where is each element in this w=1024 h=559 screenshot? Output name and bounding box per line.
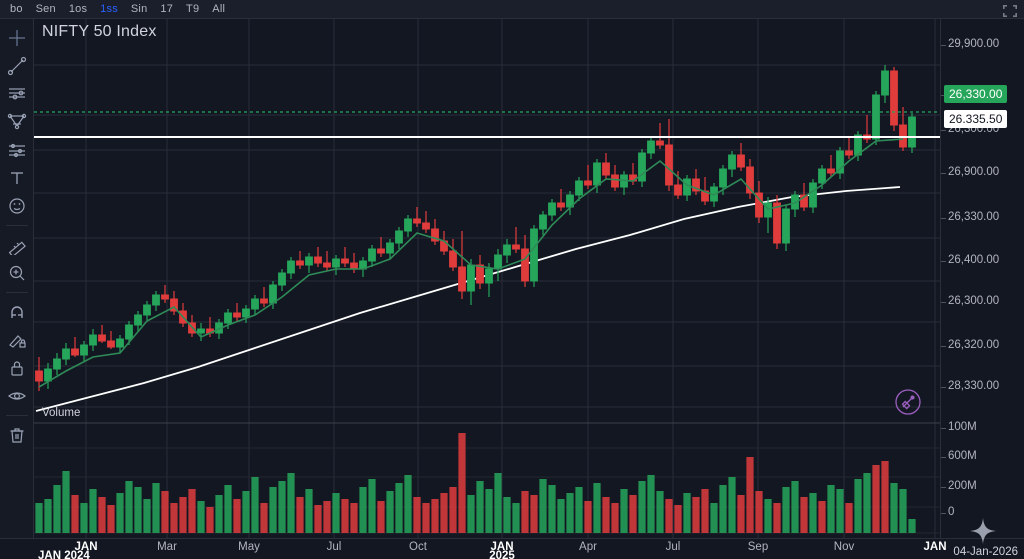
text-icon[interactable] — [4, 165, 30, 190]
pencil-lock-icon[interactable] — [4, 327, 30, 352]
timeframe-toolbar: bo Sen 1os 1ss Sin 17 T9 All — [0, 0, 1024, 19]
time-axis-tick: Oct — [409, 541, 427, 553]
price-chart[interactable]: NIFTY 50 Index Volume — [34, 19, 940, 538]
time-axis-tick: Nov — [833, 541, 855, 553]
lock-icon[interactable] — [4, 355, 30, 380]
time-axis-tick: Mar — [157, 541, 177, 553]
time-axis-tick: JAN — [490, 541, 514, 553]
price-axis-tick: 0 — [940, 506, 955, 518]
price-axis-tick: 200M — [941, 480, 977, 492]
page-title: NIFTY 50 Index — [42, 23, 157, 40]
toolbar-divider — [5, 415, 28, 416]
toolbar-divider — [5, 225, 28, 226]
timeframe-button[interactable]: Sin — [130, 2, 148, 15]
chart-canvas — [34, 19, 940, 538]
year-label-mid: 2025 — [489, 550, 515, 559]
cursor-price-badge[interactable]: 26.335.50 — [944, 110, 1008, 128]
trend-line-icon[interactable] — [4, 53, 30, 78]
timeframe-button[interactable]: bo — [10, 2, 23, 15]
timeframe-button[interactable]: All — [212, 2, 226, 15]
timeframe-button[interactable]: T9 — [186, 2, 200, 15]
price-axis-tick: 29,900.00 — [940, 38, 1000, 50]
time-axis-tick: Apr — [579, 541, 597, 553]
pattern-icon[interactable] — [4, 137, 30, 162]
timeframe-button[interactable]: 1os — [68, 2, 88, 15]
time-axis-tick: JAN — [923, 541, 947, 553]
time-axis-tick: JAN — [74, 541, 98, 553]
price-axis-tick: 28,330.00 — [940, 380, 1000, 392]
price-axis-tick: 26,400.00 — [940, 254, 1000, 266]
time-axis[interactable] — [0, 538, 1024, 559]
price-axis-tick: 26,330.00 — [940, 211, 1000, 223]
emoji-icon[interactable] — [4, 193, 30, 218]
date-stamp: 04-Jan-2026 — [953, 546, 1018, 558]
last-price-badge[interactable]: 26,330.00 — [944, 85, 1008, 103]
time-axis-tick: May — [238, 541, 260, 553]
timeframe-button-active[interactable]: 1ss — [100, 2, 118, 15]
sparkle-logo-icon — [969, 517, 997, 545]
toolbar-divider — [5, 292, 28, 293]
price-axis-tick: 100M — [941, 421, 977, 433]
price-axis-tick: 600M — [941, 450, 977, 462]
time-axis-labels: JAN Mar May Jul Oct JAN Apr Jul Sep Nov JAN — [0, 538, 1024, 559]
eye-icon[interactable] — [4, 383, 30, 408]
crosshair-icon[interactable] — [4, 25, 30, 50]
ruler-icon[interactable] — [4, 232, 30, 257]
timeframe-button[interactable]: Sen — [35, 2, 56, 15]
volume-pane-label: Volume — [42, 407, 81, 419]
year-label-left: JAN 2024 — [38, 550, 90, 559]
measure-tool-icon[interactable] — [894, 388, 922, 416]
price-axis[interactable]: 29,900.00 26,330.00 26,300.00 26,900.00 26,3… — [940, 19, 1024, 538]
time-axis-tick: Jul — [665, 541, 681, 553]
drawing-tools-sidebar — [0, 19, 34, 559]
price-axis-tick: 26,320.00 — [940, 339, 1000, 351]
pitchfork-icon[interactable] — [4, 109, 30, 134]
trash-icon[interactable] — [4, 422, 30, 447]
expand-icon[interactable] — [1003, 4, 1017, 17]
horizontal-lines-icon[interactable] — [4, 81, 30, 106]
price-axis-tick: 26,900.00 — [940, 166, 1000, 178]
price-axis-tick: 26,300.00 — [940, 295, 1000, 307]
time-axis-tick: Jul — [326, 541, 342, 553]
time-axis-tick: Sep — [747, 541, 769, 553]
zoom-in-icon[interactable] — [4, 260, 30, 285]
magnet-icon[interactable] — [4, 299, 30, 324]
timeframe-button[interactable]: 17 — [160, 2, 174, 15]
